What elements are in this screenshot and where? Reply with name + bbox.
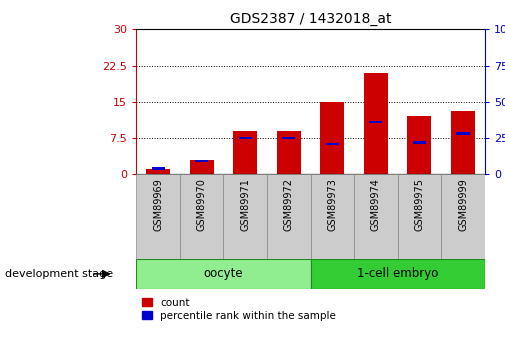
Legend: count, percentile rank within the sample: count, percentile rank within the sample xyxy=(141,298,336,321)
Bar xyxy=(413,141,426,144)
Bar xyxy=(441,174,485,259)
Bar xyxy=(277,131,301,174)
Bar xyxy=(408,116,431,174)
Text: 1-cell embryo: 1-cell embryo xyxy=(357,267,438,280)
Bar xyxy=(320,102,344,174)
Bar xyxy=(136,259,311,289)
Bar xyxy=(311,259,485,289)
Bar xyxy=(451,111,475,174)
Title: GDS2387 / 1432018_at: GDS2387 / 1432018_at xyxy=(230,11,391,26)
Text: GSM89971: GSM89971 xyxy=(240,178,250,231)
Text: GSM89975: GSM89975 xyxy=(415,178,425,231)
Text: GSM89973: GSM89973 xyxy=(327,178,337,231)
Bar xyxy=(136,174,180,259)
Bar xyxy=(457,132,470,135)
Bar xyxy=(195,160,208,162)
Bar xyxy=(398,174,441,259)
Bar xyxy=(364,73,388,174)
Text: GSM89972: GSM89972 xyxy=(284,178,294,231)
Bar xyxy=(223,174,267,259)
Bar xyxy=(326,142,339,145)
Bar xyxy=(146,169,170,174)
Bar xyxy=(190,160,214,174)
Bar xyxy=(354,174,397,259)
Bar xyxy=(267,174,311,259)
Bar xyxy=(369,121,382,123)
Bar xyxy=(233,131,257,174)
Text: GSM89969: GSM89969 xyxy=(153,178,163,231)
Text: oocyte: oocyte xyxy=(204,267,243,280)
Bar xyxy=(152,167,165,170)
Bar xyxy=(282,137,295,139)
Bar xyxy=(239,137,252,139)
Text: GSM89970: GSM89970 xyxy=(196,178,207,231)
Bar xyxy=(311,174,354,259)
Text: development stage: development stage xyxy=(5,269,113,279)
Text: GSM89999: GSM89999 xyxy=(458,178,468,231)
Text: GSM89974: GSM89974 xyxy=(371,178,381,231)
Bar xyxy=(180,174,223,259)
